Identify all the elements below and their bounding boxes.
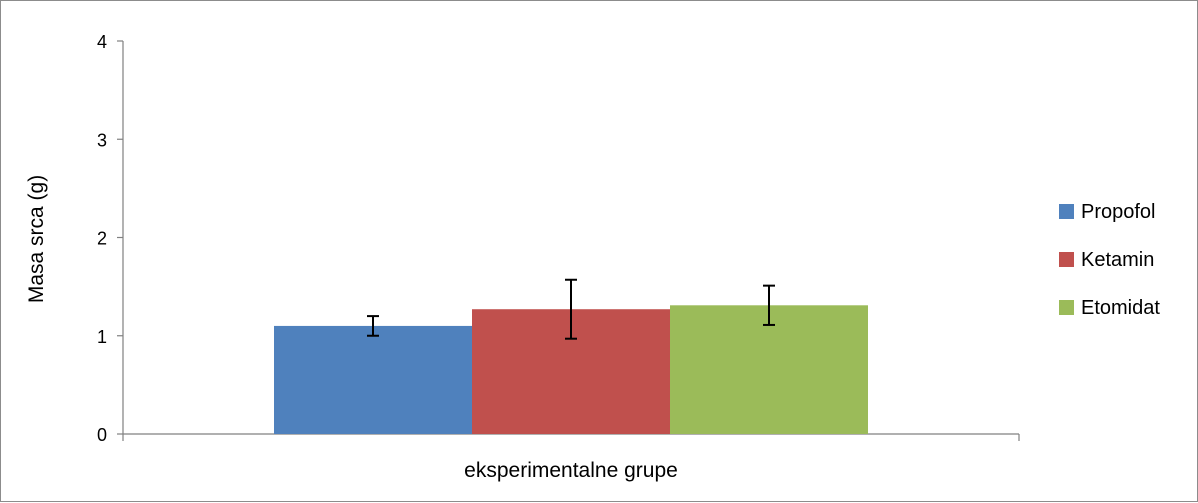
bar-etomidat — [670, 305, 868, 434]
error-bar-propofol — [367, 315, 379, 337]
y-axis: 0 1 2 3 4 — [97, 32, 124, 445]
legend-label: Ketamin — [1081, 249, 1154, 271]
legend: Propofol Ketamin Etomidat — [1059, 201, 1160, 319]
legend-item-etomidat: Etomidat — [1059, 297, 1160, 319]
legend-swatch — [1059, 300, 1074, 315]
legend-label: Etomidat — [1081, 297, 1160, 319]
x-axis — [122, 433, 1020, 441]
y-tick-label: 2 — [97, 229, 107, 249]
bar-propofol — [274, 325, 472, 434]
error-bar-ketamin — [565, 278, 577, 340]
legend-swatch — [1059, 252, 1074, 267]
error-bar-etomidat — [763, 284, 775, 326]
y-tick-label: 0 — [97, 425, 107, 445]
y-tick-label: 3 — [97, 130, 107, 150]
x-axis-label: eksperimentalne grupe — [464, 459, 678, 482]
error-bars — [367, 278, 775, 340]
legend-swatch — [1059, 204, 1074, 219]
legend-item-propofol: Propofol — [1059, 201, 1156, 223]
y-tick-label: 1 — [97, 327, 107, 347]
legend-label: Propofol — [1081, 201, 1156, 223]
y-axis-label: Masa srca (g) — [25, 175, 48, 303]
legend-item-ketamin: Ketamin — [1059, 249, 1154, 271]
bars — [274, 305, 868, 434]
y-tick-label: 4 — [97, 32, 107, 52]
